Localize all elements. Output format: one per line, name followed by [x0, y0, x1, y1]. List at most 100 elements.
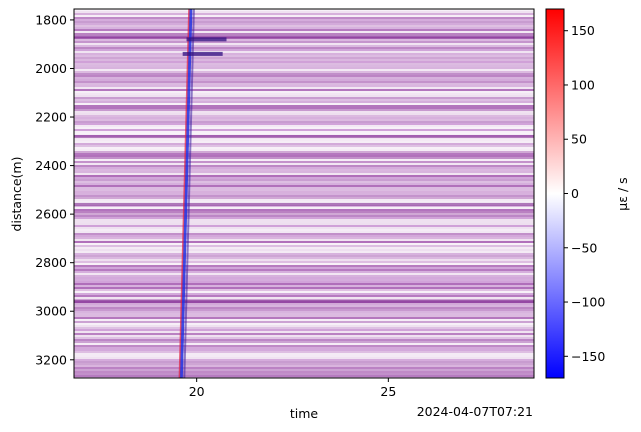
event-track-trail: [183, 9, 195, 378]
heatmap-background: [74, 9, 534, 378]
heatmap-row: [74, 225, 534, 227]
heatmap-row: [74, 97, 534, 99]
heatmap-row: [74, 25, 534, 27]
horizontal-band: [74, 35, 534, 39]
heatmap-row: [74, 227, 534, 229]
heatmap-row: [74, 77, 534, 79]
heatmap-row: [74, 233, 534, 235]
heatmap-row: [74, 333, 534, 335]
heatmap-row: [74, 153, 534, 155]
heatmap-row: [74, 41, 534, 43]
heatmap-row: [74, 217, 534, 219]
heatmap-row: [74, 223, 534, 225]
heatmap-row: [74, 51, 534, 53]
x-axis: 20 25: [189, 378, 396, 399]
heatmap-row: [74, 187, 534, 189]
heatmap-row: [74, 291, 534, 293]
heatmap-row: [74, 271, 534, 273]
heatmap-row: [74, 367, 534, 369]
x-tick-label: 20: [189, 384, 205, 399]
heatmap-row: [74, 231, 534, 233]
y-tick-label: 2800: [35, 255, 67, 270]
y-axis-label: distance(m): [9, 157, 24, 232]
heatmap-row: [74, 109, 534, 111]
heatmap-row: [74, 19, 534, 21]
heatmap-row: [74, 155, 534, 157]
heatmap-row: [74, 285, 534, 287]
colorbar-gradient: [546, 9, 564, 378]
heatmap-row: [74, 207, 534, 209]
colorbar-tick-label: 150: [571, 23, 595, 38]
heatmap-row: [74, 129, 534, 131]
heatmap-row: [74, 201, 534, 203]
heatmap-row: [74, 283, 534, 285]
x-axis-label: time: [290, 406, 319, 421]
heatmap-row: [74, 113, 534, 115]
heatmap-row: [74, 287, 534, 289]
colorbar-tick-label: −100: [571, 295, 605, 310]
y-tick-label: 2000: [35, 61, 67, 76]
heatmap-row: [74, 9, 534, 11]
heatmap-row: [74, 213, 534, 215]
heatmap-row: [74, 75, 534, 77]
y-tick-label: 3200: [35, 352, 67, 367]
heatmap-row: [74, 241, 534, 243]
heatmap-row: [74, 267, 534, 269]
heatmap-row: [74, 261, 534, 263]
heatmap-row: [74, 365, 534, 367]
heatmap-row: [74, 55, 534, 57]
heatmap-row: [74, 343, 534, 345]
heatmap-row: [74, 373, 534, 375]
horizontal-band: [74, 134, 534, 138]
heatmap-row: [74, 49, 534, 51]
heatmap-row: [74, 31, 534, 33]
heatmap-row: [74, 173, 534, 175]
heatmap-row: [74, 61, 534, 63]
heatmap-row: [74, 141, 534, 143]
heatmap-row: [74, 11, 534, 13]
x-tick-label: 25: [380, 384, 396, 399]
heatmap-row: [74, 123, 534, 125]
colorbar: 150 100 50 0 −50 −100 −150 με / s: [545, 8, 630, 379]
heatmap-row: [74, 179, 534, 181]
heatmap-row: [74, 185, 534, 187]
strong-response: [186, 37, 227, 42]
heatmap-row: [74, 159, 534, 161]
heatmap-row: [74, 349, 534, 351]
heatmap-row: [74, 257, 534, 259]
heatmap-row: [74, 237, 534, 239]
heatmap-row: [74, 295, 534, 297]
heatmap-row: [74, 149, 534, 151]
y-tick-label: 2600: [35, 207, 67, 222]
heatmap-row: [74, 269, 534, 271]
heatmap-row: [74, 339, 534, 341]
heatmap-row: [74, 331, 534, 333]
heatmap-row: [74, 85, 534, 87]
heatmap-row: [74, 219, 534, 221]
heatmap-rows: [74, 9, 534, 378]
heatmap-row: [74, 305, 534, 307]
heatmap-row: [74, 125, 534, 127]
heatmap-row: [74, 249, 534, 251]
heatmap-row: [74, 371, 534, 373]
colorbar-label: με / s: [615, 177, 630, 210]
heatmap-row: [74, 293, 534, 295]
event-track-line: [179, 9, 193, 378]
heatmap-row: [74, 221, 534, 223]
heatmap-row: [74, 163, 534, 165]
heatmap-row: [74, 107, 534, 109]
heatmap-row: [74, 353, 534, 355]
heatmap-row: [74, 165, 534, 167]
heatmap-row: [74, 131, 534, 133]
heatmap-row: [74, 189, 534, 191]
heatmap-row: [74, 309, 534, 311]
heatmap-row: [74, 101, 534, 103]
heatmap-row: [74, 199, 534, 201]
heatmap-row: [74, 279, 534, 281]
heatmap-row: [74, 347, 534, 349]
event-track-edge: [178, 9, 190, 378]
heatmap-row: [74, 171, 534, 173]
heatmap-row: [74, 311, 534, 313]
heatmap-row: [74, 53, 534, 55]
